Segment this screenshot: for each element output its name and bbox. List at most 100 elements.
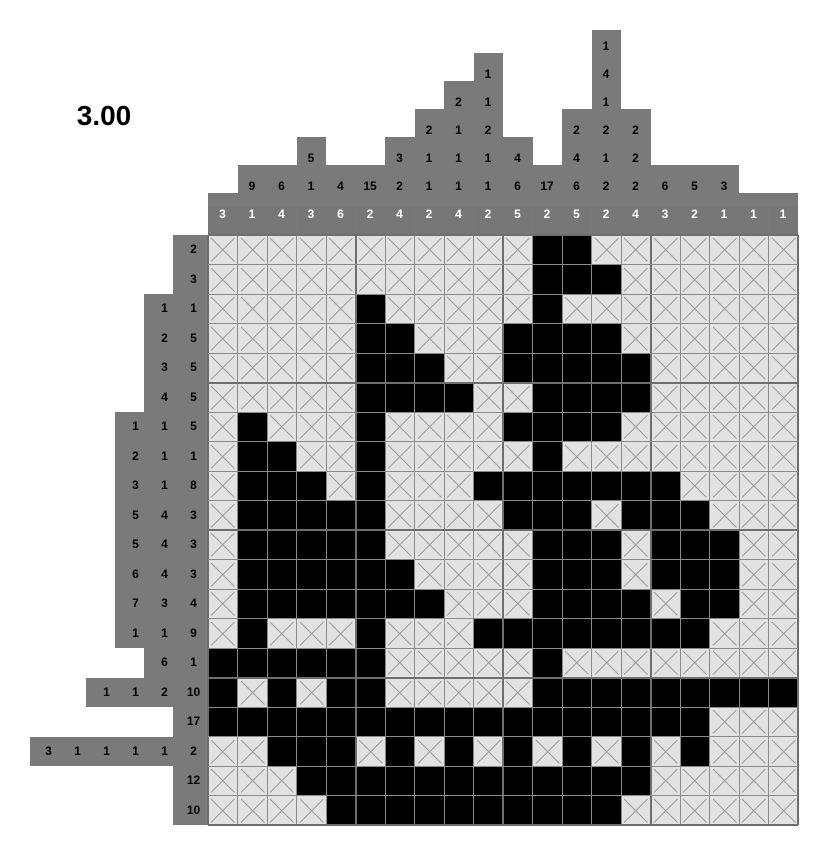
grid-cell-filled[interactable] [562, 500, 592, 530]
grid-cell-filled[interactable] [208, 677, 238, 707]
grid-cell-crossed[interactable] [768, 500, 798, 530]
grid-cell-filled[interactable] [473, 471, 503, 501]
grid-cell-crossed[interactable] [208, 736, 238, 766]
grid-cell-crossed[interactable] [208, 500, 238, 530]
grid-cell-crossed[interactable] [414, 323, 444, 353]
grid-cell-filled[interactable] [444, 382, 474, 412]
grid-cell-filled[interactable] [680, 677, 710, 707]
grid-cell-crossed[interactable] [414, 500, 444, 530]
grid-cell-filled[interactable] [591, 795, 621, 825]
grid-cell-crossed[interactable] [208, 559, 238, 589]
grid-cell-crossed[interactable] [296, 264, 326, 294]
grid-cell-filled[interactable] [296, 559, 326, 589]
grid-cell-filled[interactable] [739, 677, 769, 707]
grid-cell-crossed[interactable] [385, 677, 415, 707]
grid-cell-crossed[interactable] [208, 235, 238, 265]
grid-cell-crossed[interactable] [768, 530, 798, 560]
grid-cell-crossed[interactable] [444, 677, 474, 707]
grid-cell-filled[interactable] [385, 736, 415, 766]
grid-cell-filled[interactable] [562, 559, 592, 589]
grid-cell-crossed[interactable] [414, 648, 444, 678]
grid-cell-crossed[interactable] [709, 412, 739, 442]
grid-cell-crossed[interactable] [267, 412, 297, 442]
grid-cell-filled[interactable] [385, 589, 415, 619]
grid-cell-crossed[interactable] [355, 736, 385, 766]
grid-cell-filled[interactable] [237, 412, 267, 442]
grid-cell-crossed[interactable] [385, 471, 415, 501]
grid-cell-crossed[interactable] [768, 707, 798, 737]
grid-cell-crossed[interactable] [473, 323, 503, 353]
grid-cell-filled[interactable] [680, 500, 710, 530]
grid-cell-crossed[interactable] [680, 353, 710, 383]
grid-cell-crossed[interactable] [385, 264, 415, 294]
grid-cell-filled[interactable] [503, 323, 533, 353]
grid-cell-filled[interactable] [326, 707, 356, 737]
grid-cell-filled[interactable] [680, 618, 710, 648]
grid-cell-filled[interactable] [267, 707, 297, 737]
grid-cell-filled[interactable] [709, 677, 739, 707]
grid-cell-filled[interactable] [355, 353, 385, 383]
grid-cell-crossed[interactable] [503, 441, 533, 471]
grid-cell-filled[interactable] [237, 589, 267, 619]
grid-cell-filled[interactable] [208, 648, 238, 678]
grid-cell-filled[interactable] [385, 353, 415, 383]
grid-cell-filled[interactable] [650, 559, 680, 589]
grid-cell-crossed[interactable] [473, 530, 503, 560]
grid-cell-crossed[interactable] [650, 353, 680, 383]
grid-cell-crossed[interactable] [355, 264, 385, 294]
grid-cell-crossed[interactable] [296, 677, 326, 707]
grid-cell-filled[interactable] [503, 471, 533, 501]
grid-cell-filled[interactable] [355, 677, 385, 707]
grid-cell-filled[interactable] [385, 382, 415, 412]
grid-cell-filled[interactable] [473, 707, 503, 737]
grid-cell-crossed[interactable] [326, 441, 356, 471]
grid-cell-filled[interactable] [621, 707, 651, 737]
grid-cell-crossed[interactable] [267, 766, 297, 796]
grid-cell-crossed[interactable] [414, 412, 444, 442]
grid-cell-crossed[interactable] [296, 235, 326, 265]
grid-cell-crossed[interactable] [650, 235, 680, 265]
grid-cell-crossed[interactable] [444, 412, 474, 442]
grid-cell-crossed[interactable] [680, 294, 710, 324]
grid-cell-crossed[interactable] [621, 648, 651, 678]
grid-cell-filled[interactable] [562, 382, 592, 412]
grid-cell-crossed[interactable] [267, 382, 297, 412]
grid-cell-filled[interactable] [267, 500, 297, 530]
grid-cell-crossed[interactable] [680, 795, 710, 825]
grid-cell-crossed[interactable] [326, 412, 356, 442]
grid-cell-crossed[interactable] [208, 766, 238, 796]
grid-cell-crossed[interactable] [768, 353, 798, 383]
grid-cell-crossed[interactable] [739, 412, 769, 442]
grid-cell-filled[interactable] [562, 530, 592, 560]
grid-cell-crossed[interactable] [473, 736, 503, 766]
grid-cell-crossed[interactable] [296, 618, 326, 648]
grid-cell-crossed[interactable] [444, 441, 474, 471]
grid-cell-filled[interactable] [532, 707, 562, 737]
grid-cell-filled[interactable] [237, 648, 267, 678]
grid-cell-crossed[interactable] [208, 323, 238, 353]
grid-cell-crossed[interactable] [444, 648, 474, 678]
grid-cell-crossed[interactable] [739, 382, 769, 412]
grid-cell-filled[interactable] [473, 618, 503, 648]
grid-cell-crossed[interactable] [414, 441, 444, 471]
grid-cell-filled[interactable] [650, 677, 680, 707]
grid-cell-filled[interactable] [414, 707, 444, 737]
grid-cell-filled[interactable] [326, 677, 356, 707]
grid-cell-filled[interactable] [532, 618, 562, 648]
grid-cell-filled[interactable] [326, 736, 356, 766]
grid-cell-crossed[interactable] [709, 707, 739, 737]
grid-cell-crossed[interactable] [503, 264, 533, 294]
grid-cell-filled[interactable] [473, 795, 503, 825]
grid-cell-filled[interactable] [562, 323, 592, 353]
grid-cell-crossed[interactable] [739, 766, 769, 796]
grid-cell-filled[interactable] [532, 766, 562, 796]
grid-cell-filled[interactable] [591, 264, 621, 294]
grid-cell-crossed[interactable] [650, 648, 680, 678]
grid-cell-crossed[interactable] [208, 530, 238, 560]
grid-cell-filled[interactable] [414, 589, 444, 619]
grid-cell-filled[interactable] [650, 707, 680, 737]
grid-cell-crossed[interactable] [621, 441, 651, 471]
grid-cell-crossed[interactable] [296, 382, 326, 412]
grid-cell-crossed[interactable] [739, 648, 769, 678]
grid-cell-crossed[interactable] [296, 353, 326, 383]
